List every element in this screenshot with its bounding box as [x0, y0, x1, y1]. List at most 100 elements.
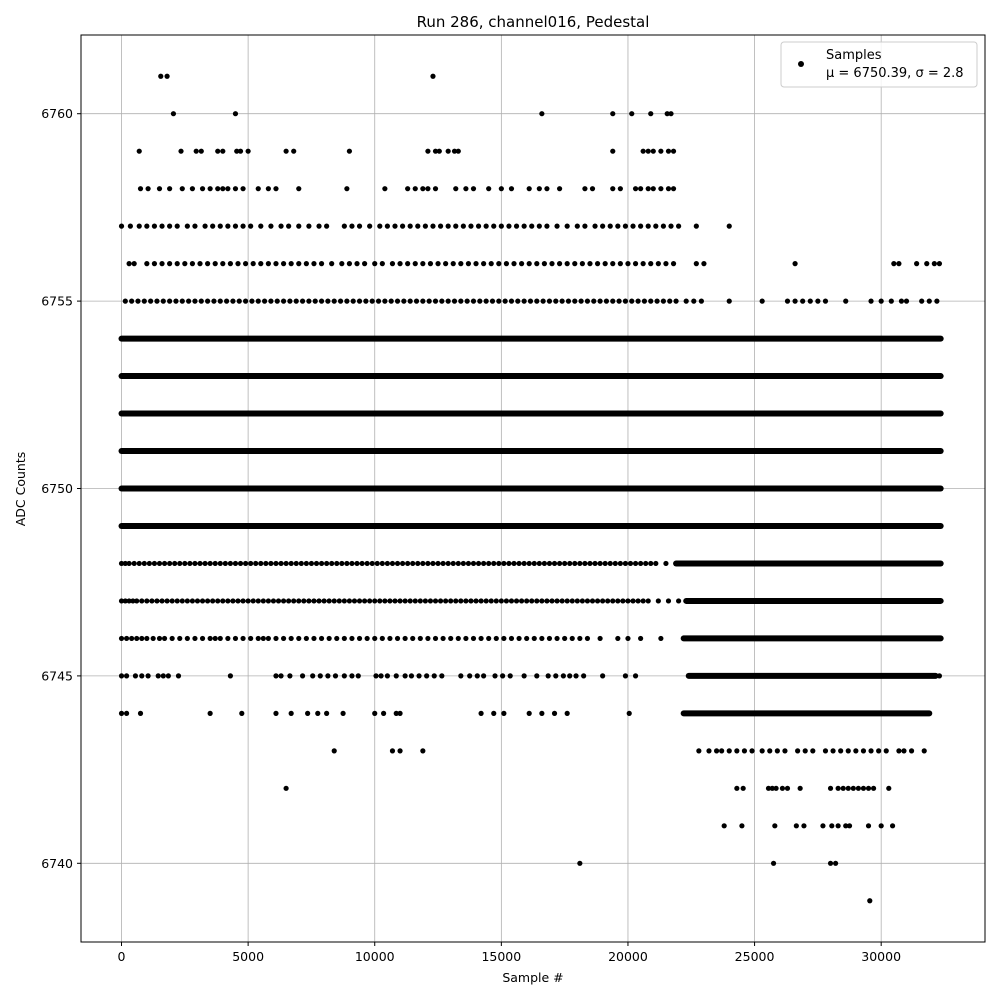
sample-point: [340, 710, 346, 716]
sample-point: [645, 186, 651, 192]
sample-point: [506, 223, 512, 229]
sample-point: [189, 598, 196, 604]
sample-point: [273, 261, 279, 267]
sample-point: [273, 560, 279, 567]
sample-point: [503, 261, 510, 267]
sample-point: [936, 261, 943, 267]
axis-ticks: 0 5000 10000 15000 20000 25000 30000 6740 6745 67…: [41, 106, 901, 964]
sample-point: [296, 261, 302, 267]
sample-point: [377, 223, 383, 229]
sample-point: [592, 560, 598, 567]
sample-point: [397, 748, 403, 754]
sample-point: [546, 560, 553, 567]
sample-point: [573, 673, 579, 679]
sample-point: [318, 261, 325, 267]
sample-point: [199, 635, 206, 642]
sample-point: [380, 710, 387, 716]
sample-point: [232, 111, 239, 117]
sample-point: [430, 223, 436, 229]
sample-point: [189, 186, 196, 192]
sample-point: [556, 186, 563, 192]
sample-point: [118, 673, 125, 679]
sample-point: [422, 223, 428, 229]
sample-point: [173, 298, 179, 304]
sample-point: [629, 111, 635, 117]
sample-point: [402, 598, 408, 604]
sample-point: [529, 223, 535, 229]
sample-point: [500, 673, 506, 679]
sample-point: [413, 298, 420, 304]
sample-point: [468, 223, 474, 229]
sample-point: [389, 560, 396, 567]
sample-point: [139, 598, 145, 604]
sample-point: [306, 298, 312, 304]
sample-point: [412, 186, 418, 192]
sample-point: [303, 635, 309, 642]
sample-point: [145, 673, 151, 679]
sample-point: [407, 298, 413, 304]
sample-point: [658, 635, 664, 642]
sample-point: [617, 261, 623, 267]
sample-point: [587, 261, 593, 267]
sample-point: [564, 598, 570, 604]
sample-point: [546, 298, 553, 304]
sample-point: [638, 560, 644, 567]
sample-point: [829, 823, 835, 829]
sample-point: [801, 823, 807, 829]
sample-point: [296, 598, 302, 604]
sample-point: [650, 186, 656, 192]
sample-point: [800, 298, 806, 304]
sample-point: [132, 673, 139, 679]
sample-point: [914, 261, 920, 267]
sample-point: [610, 261, 616, 267]
sample-point: [645, 148, 651, 154]
sample-point: [123, 710, 130, 716]
sample-point: [630, 223, 636, 229]
sample-point: [683, 298, 689, 304]
sample-point: [234, 148, 240, 154]
sample-point: [174, 598, 180, 604]
sample-point: [515, 298, 521, 304]
sample-point: [337, 298, 344, 304]
sample-point: [296, 223, 302, 229]
sample-point: [412, 261, 418, 267]
sample-point: [310, 673, 316, 679]
sample-point: [473, 261, 479, 267]
sample-point: [539, 710, 545, 716]
sample-point: [665, 186, 672, 192]
sample-point: [574, 223, 580, 229]
sample-point: [382, 186, 388, 192]
sample-point: [853, 748, 859, 754]
sample-point: [273, 710, 279, 716]
sample-point: [545, 673, 551, 679]
sample-point: [600, 673, 606, 679]
x-tick-label: 0: [118, 949, 126, 964]
sample-point: [422, 598, 428, 604]
sample-point: [205, 261, 211, 267]
sample-point: [420, 748, 426, 754]
sample-point: [610, 186, 616, 192]
sample-point: [526, 560, 532, 567]
sample-point: [129, 635, 135, 642]
sample-point: [431, 673, 437, 679]
sample-point: [392, 598, 398, 604]
sample-point: [615, 635, 621, 642]
sample-point: [810, 748, 816, 754]
sample-point: [430, 73, 436, 79]
sample-point: [878, 823, 884, 829]
sample-point: [253, 560, 259, 567]
sample-point: [184, 635, 190, 642]
sample-point: [698, 298, 704, 304]
sample-point: [553, 298, 559, 304]
sample-point: [230, 598, 236, 604]
sample-point: [405, 261, 411, 267]
sample-point: [260, 635, 266, 642]
sample-point: [615, 598, 621, 604]
sample-point: [734, 785, 740, 791]
sample-point: [225, 223, 231, 229]
sample-point: [488, 598, 494, 604]
sample-point: [629, 298, 635, 304]
sample-point: [118, 560, 125, 567]
sample-point: [769, 785, 775, 791]
sample-point: [641, 298, 648, 304]
